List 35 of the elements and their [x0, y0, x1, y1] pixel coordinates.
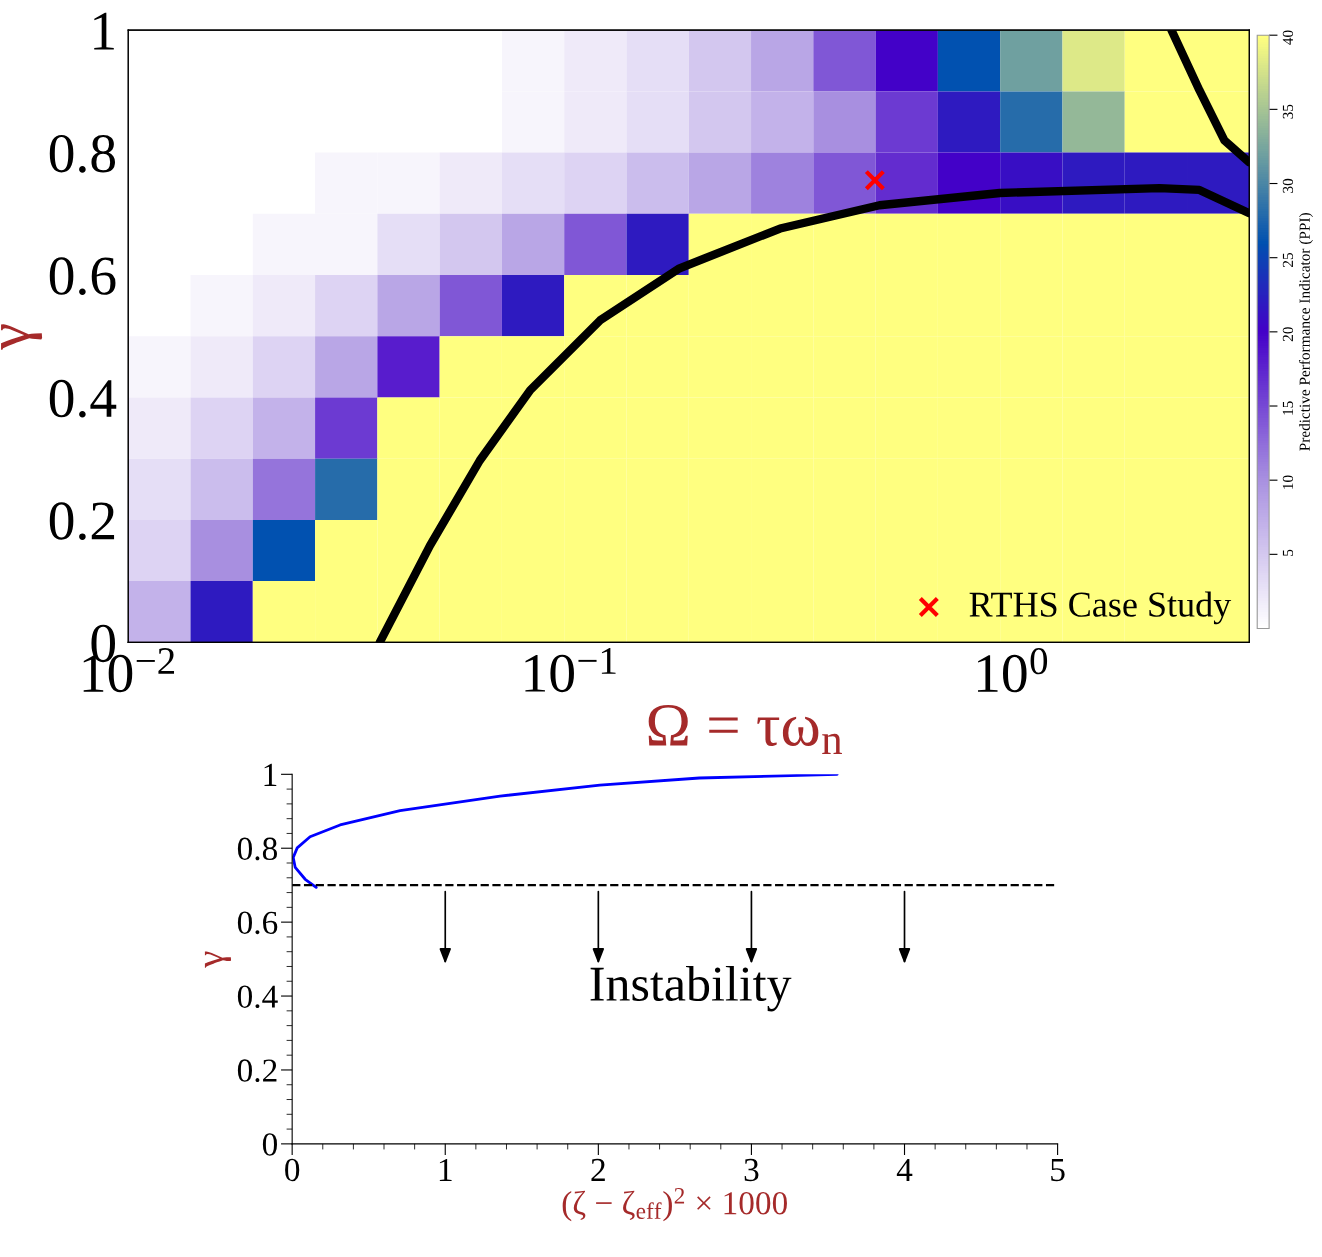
x-tick-label: 3	[744, 1158, 759, 1182]
y-tick-label: 0.8	[237, 837, 277, 861]
color-bar-title: Predictive Performance Indicator (PPI)	[1298, 213, 1313, 451]
x-axis-title: Ω = τω$_{n}$	[648, 705, 842, 754]
y-tick-label: 0.8	[49, 134, 115, 173]
color-bar-label: 15	[1282, 401, 1294, 415]
y-axis-title: γ	[1, 324, 43, 350]
color-bar-label: 30	[1282, 178, 1294, 193]
color-bar-label: 10	[1282, 475, 1294, 489]
y-tick-label: 0.2	[237, 1059, 277, 1082]
x-tick-label: 4	[896, 1158, 913, 1181]
annotation: Instability	[590, 965, 792, 1012]
color-bar-label: 20	[1282, 327, 1294, 342]
color-bar-label: 25	[1282, 252, 1294, 267]
x-tick-label: 2	[591, 1158, 605, 1181]
y-tick-label: 0.6	[49, 257, 116, 296]
line-series	[292, 774, 839, 889]
color-bar-label: 40	[1282, 30, 1294, 45]
color-bar-label: 35	[1282, 104, 1294, 119]
y-tick-label: 0.2	[49, 502, 115, 540]
color-bar-label: 5	[1282, 549, 1294, 556]
y-tick-label: 0	[262, 1133, 277, 1156]
x-tick-label: 5	[1051, 1159, 1065, 1182]
y-tick-label: 0.6	[237, 911, 278, 935]
y-tick-label: 0.4	[49, 379, 117, 418]
legend-label: RTHS Case Study	[969, 591, 1232, 625]
x-tick-label: 0	[285, 1158, 300, 1182]
x-axis-title: (ζ − ζ$_{eff}$)$^{2}$ × 1000	[562, 1187, 787, 1222]
x-tick-label: 10$^{0}$	[977, 648, 1048, 693]
y-tick-label: 1	[264, 763, 277, 786]
x-tick-label: 1	[439, 1158, 452, 1181]
y-tick-label: 1	[94, 12, 114, 50]
x-tick-label: 10$^{−1}$	[525, 648, 616, 693]
y-axis-title: γ	[204, 951, 232, 968]
y-tick-label: 0.4	[237, 985, 278, 1009]
